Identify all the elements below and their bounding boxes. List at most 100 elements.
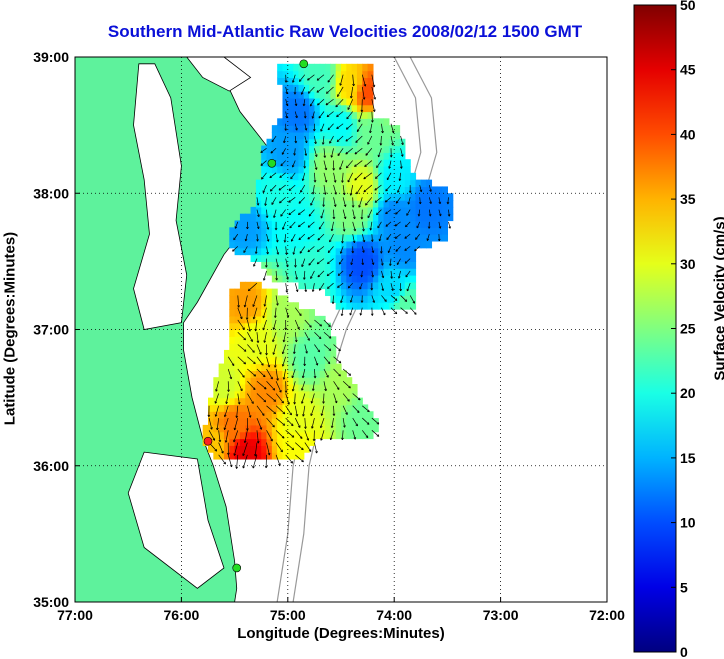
field-cell xyxy=(271,234,278,242)
field-cell xyxy=(426,213,433,222)
field-cell xyxy=(298,438,305,446)
velocity-arrow xyxy=(327,246,334,253)
arrow-head xyxy=(447,214,450,217)
field-cell xyxy=(266,384,273,392)
arrow-head xyxy=(216,427,218,431)
field-cell xyxy=(319,424,326,433)
velocity-arrow xyxy=(327,258,334,265)
field-cell xyxy=(367,302,374,310)
arrow-head xyxy=(351,205,354,208)
field-cell xyxy=(372,424,379,433)
field-cell xyxy=(309,234,315,242)
field-cell xyxy=(287,356,294,365)
field-cell xyxy=(271,452,278,460)
field-cell xyxy=(213,377,220,385)
field-cell xyxy=(319,247,326,256)
velocity-arrow xyxy=(317,233,325,241)
field-cell xyxy=(319,70,326,79)
velocity-arrow xyxy=(304,283,307,292)
velocity-arrow xyxy=(302,405,306,417)
field-cell xyxy=(298,418,305,426)
field-cell xyxy=(351,261,358,269)
field-cell xyxy=(351,390,358,399)
velocity-arrow xyxy=(312,283,315,292)
velocity-arrow xyxy=(247,381,256,390)
field-cell xyxy=(250,247,257,256)
field-cell xyxy=(335,63,342,72)
field-cell xyxy=(287,438,294,446)
field-cell xyxy=(245,418,252,426)
velocity-arrow xyxy=(236,454,239,469)
velocity-arrow xyxy=(438,209,442,217)
field-cell xyxy=(213,424,220,433)
field-cell xyxy=(325,131,331,140)
field-cell xyxy=(319,390,326,399)
velocity-arrow xyxy=(346,160,353,169)
field-cell xyxy=(277,384,284,392)
field-cell xyxy=(298,404,305,412)
field-cell xyxy=(410,247,417,256)
field-cell xyxy=(442,206,448,215)
field-cell xyxy=(229,227,236,235)
arrow-head xyxy=(254,453,256,457)
field-cell xyxy=(314,431,321,440)
field-cell xyxy=(335,97,342,106)
field-cell xyxy=(287,118,294,126)
arrow-head xyxy=(379,251,382,254)
field-cell xyxy=(367,91,374,99)
field-cell xyxy=(282,356,289,365)
field-cell xyxy=(293,63,300,72)
field-cell xyxy=(282,84,289,92)
field-cell xyxy=(388,268,395,276)
velocity-arrow xyxy=(361,258,364,265)
arrow-head xyxy=(280,450,283,453)
colorbar-tick-label: 40 xyxy=(680,126,696,142)
field-cell xyxy=(271,370,278,378)
field-cell xyxy=(341,397,347,406)
field-cell xyxy=(325,152,331,160)
arrow-head xyxy=(341,240,343,244)
field-cell xyxy=(314,268,321,276)
field-cell xyxy=(346,411,353,419)
field-cell xyxy=(309,384,315,392)
field-cell xyxy=(234,356,241,365)
velocity-arrow xyxy=(247,405,251,418)
velocity-arrow xyxy=(381,307,386,316)
field-cell xyxy=(356,206,363,215)
field-cell xyxy=(287,84,294,92)
field-cell xyxy=(335,404,342,412)
field-cell xyxy=(388,227,395,235)
field-cell xyxy=(341,424,347,433)
arrow-head xyxy=(218,439,221,443)
field-cell xyxy=(330,193,337,201)
field-cell xyxy=(255,431,262,440)
field-cell xyxy=(202,424,209,433)
arrow-head xyxy=(295,414,298,417)
arrow-head xyxy=(295,289,298,292)
field-cell xyxy=(330,363,337,371)
arrow-head xyxy=(285,252,287,255)
field-cell xyxy=(261,418,268,426)
arrow-head xyxy=(339,83,341,86)
field-cell xyxy=(293,418,300,426)
field-cell xyxy=(293,431,300,440)
field-cell xyxy=(362,166,369,174)
field-cell xyxy=(287,166,294,174)
field-cell xyxy=(282,240,289,249)
x-tick-label: 72:00 xyxy=(589,607,625,623)
field-cell xyxy=(341,77,347,85)
field-cell xyxy=(282,70,289,79)
field-cell xyxy=(309,322,315,331)
velocity-arrow xyxy=(285,417,294,426)
field-cell xyxy=(266,309,273,317)
field-cell xyxy=(309,438,315,446)
field-cell xyxy=(351,384,358,392)
field-cell xyxy=(239,377,246,385)
field-cell xyxy=(431,234,438,242)
field-cell xyxy=(303,159,310,167)
arrow-head xyxy=(343,204,346,207)
velocity-arrow xyxy=(260,160,267,166)
field-cell xyxy=(388,200,395,208)
colorbar-tick-label: 0 xyxy=(680,644,688,659)
velocity-arrow xyxy=(352,393,361,401)
